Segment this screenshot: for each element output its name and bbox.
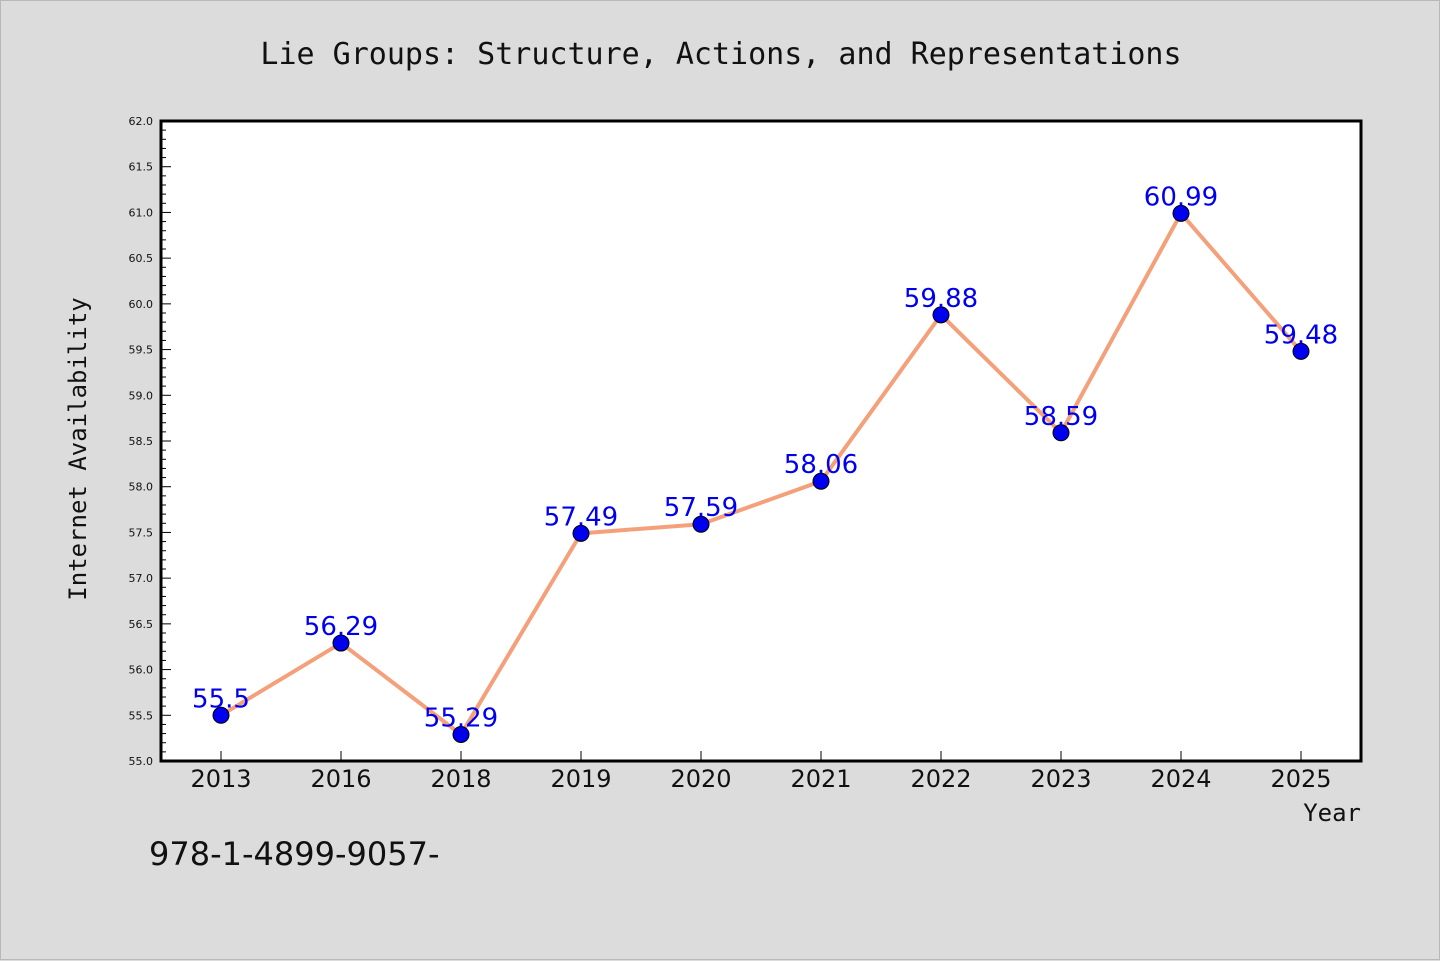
x-tick-label: 2021 <box>790 765 851 793</box>
y-tick-label: 59.5 <box>129 344 154 357</box>
y-tick-label: 56.0 <box>129 664 154 677</box>
data-label: 57.49 <box>544 502 618 532</box>
series <box>212 204 1310 743</box>
x-tick-label: 2019 <box>550 765 611 793</box>
data-label: 60.99 <box>1144 182 1218 212</box>
y-tick-label: 57.0 <box>129 572 154 585</box>
x-tick-label: 2024 <box>1150 765 1211 793</box>
data-point <box>332 634 350 652</box>
y-tick-label: 57.5 <box>129 526 154 539</box>
data-point <box>572 524 590 542</box>
data-label: 59.48 <box>1264 320 1338 350</box>
data-label: 58.06 <box>784 450 858 480</box>
data-point <box>212 706 230 724</box>
footer-isbn: 978-1-4899-9057- <box>149 835 440 873</box>
y-tick-label: 55.5 <box>129 709 154 722</box>
x-tick-label: 2018 <box>430 765 491 793</box>
x-tick-label: 2016 <box>310 765 371 793</box>
y-tick-label: 60.0 <box>129 298 154 311</box>
data-label: 55.29 <box>424 703 498 733</box>
y-tick-label: 62.0 <box>129 115 154 128</box>
y-tick-label: 55.0 <box>129 755 154 768</box>
x-tick-label: 2023 <box>1030 765 1091 793</box>
y-tick-label: 59.0 <box>129 389 154 402</box>
x-tick-label: 2013 <box>190 765 251 793</box>
x-tick-label: 2022 <box>910 765 971 793</box>
chart-title: Lie Groups: Structure, Actions, and Repr… <box>260 37 1181 72</box>
data-point <box>692 515 710 533</box>
data-labels: 55.5 56.29 55.29 57.49 57.59 58.06 59.88 58.59 6… <box>192 182 1338 733</box>
y-axis: 55.0 55.5 56.0 56.5 57.0 57.5 58.0 58.5 59.0 59.5… <box>129 115 171 768</box>
series-line <box>219 211 1303 737</box>
data-label: 59.88 <box>904 284 978 314</box>
x-axis: 2013 2016 2018 2019 2020 2021 2022 2023 2024 2025 <box>190 751 1332 793</box>
data-point <box>1292 342 1310 360</box>
data-label: 55.5 <box>192 684 250 714</box>
y-tick-label: 61.0 <box>129 206 154 219</box>
x-axis-label: Year <box>1303 799 1361 827</box>
y-tick-label: 60.5 <box>129 252 154 265</box>
y-tick-label: 58.0 <box>129 481 154 494</box>
x-tick-label: 2025 <box>1270 765 1331 793</box>
y-axis-label: Internet Availability <box>64 297 92 600</box>
data-point <box>1172 204 1190 222</box>
y-tick-label: 58.5 <box>129 435 154 448</box>
data-point <box>932 306 950 324</box>
data-label: 58.59 <box>1024 402 1098 432</box>
data-point <box>1052 424 1070 442</box>
plot-area <box>159 119 1363 763</box>
data-point <box>452 725 470 743</box>
data-point <box>812 472 830 490</box>
x-tick-label: 2020 <box>670 765 731 793</box>
data-label: 56.29 <box>304 612 378 642</box>
data-label: 57.59 <box>664 493 738 523</box>
y-tick-label: 56.5 <box>129 618 154 631</box>
y-tick-label: 61.5 <box>129 161 154 174</box>
